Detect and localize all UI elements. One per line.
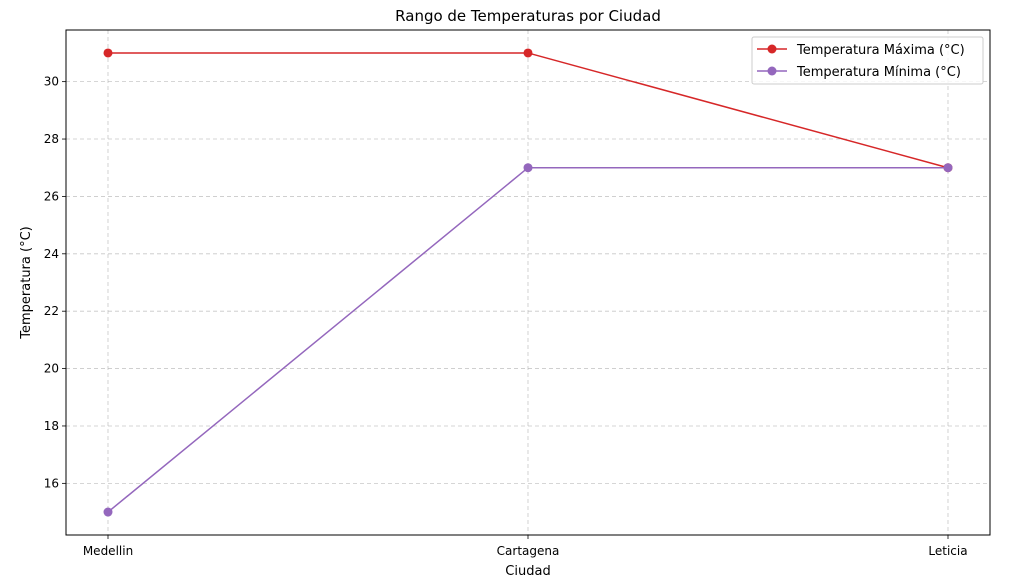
y-tick-label: 20	[44, 362, 59, 376]
x-tick-label: Leticia	[928, 544, 967, 558]
chart-title: Rango de Temperaturas por Ciudad	[395, 7, 661, 25]
legend-label-2: Temperatura Mínima (°C)	[796, 65, 961, 80]
axis-ticks: Medellin Cartagena Leticia 16 18 20 22 24 26 28 30	[44, 75, 968, 558]
y-tick-label: 28	[44, 132, 59, 146]
grid-lines	[66, 30, 990, 535]
data-point	[523, 48, 533, 58]
legend-marker-2	[767, 66, 777, 76]
data-point	[523, 163, 533, 173]
data-point	[103, 507, 113, 517]
y-tick-label: 24	[44, 247, 59, 261]
y-tick-label: 26	[44, 189, 59, 203]
legend-label-1: Temperatura Máxima (°C)	[796, 43, 965, 58]
data-point	[103, 48, 113, 58]
y-tick-label: 30	[44, 75, 59, 89]
data-point	[943, 163, 953, 173]
x-tick-label: Cartagena	[497, 544, 560, 558]
y-tick-label: 16	[44, 476, 59, 490]
x-axis-label: Ciudad	[505, 564, 550, 579]
legend: Temperatura Máxima (°C) Temperatura Mínim…	[751, 36, 984, 85]
y-tick-label: 22	[44, 304, 59, 318]
x-tick-label: Medellin	[83, 544, 133, 558]
series-lines	[103, 48, 953, 517]
legend-marker-1	[767, 44, 777, 54]
y-tick-label: 18	[44, 419, 59, 433]
legend-frame	[751, 36, 984, 85]
y-axis-label: Temperatura (°C)	[19, 226, 34, 339]
